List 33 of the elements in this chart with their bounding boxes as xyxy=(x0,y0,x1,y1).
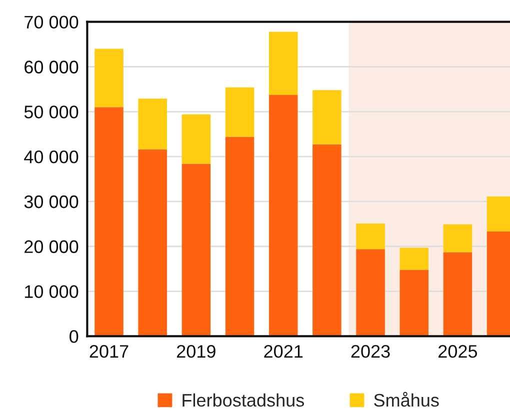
x-tick-label: 2019 xyxy=(177,345,216,358)
bar xyxy=(400,270,428,336)
y-tick-label: 10 000 xyxy=(25,285,78,298)
bar xyxy=(225,136,254,336)
x-tick-label: 2025 xyxy=(438,345,478,358)
bar xyxy=(356,223,385,250)
bar xyxy=(138,149,167,336)
x-tick-label: 2017 xyxy=(90,345,128,358)
bar xyxy=(312,144,342,336)
legend-label: Småhus xyxy=(374,392,439,407)
bar xyxy=(94,48,124,108)
bar xyxy=(443,224,472,252)
bar xyxy=(268,95,298,336)
bar xyxy=(182,114,211,164)
bar xyxy=(182,164,211,336)
y-tick-label: 30 000 xyxy=(24,195,78,208)
y-tick-label: 50 000 xyxy=(24,106,78,118)
x-tick-label: 2023 xyxy=(351,345,390,358)
bar xyxy=(356,249,385,336)
bar xyxy=(138,98,167,150)
x-tick-label: 2021 xyxy=(264,345,303,358)
bar xyxy=(443,252,472,336)
y-tick-label: 0 xyxy=(70,330,78,343)
bar xyxy=(400,248,428,270)
y-tick-label: 70 000 xyxy=(24,16,78,29)
bar xyxy=(225,87,254,137)
bar xyxy=(312,90,342,144)
bar xyxy=(268,32,298,96)
y-tick-label: 20 000 xyxy=(24,240,78,254)
y-tick-label: 40 000 xyxy=(24,150,78,164)
bar xyxy=(94,107,124,336)
y-tick-label: 60 000 xyxy=(24,60,78,74)
legend-label: Flerbostadshus xyxy=(182,393,304,407)
